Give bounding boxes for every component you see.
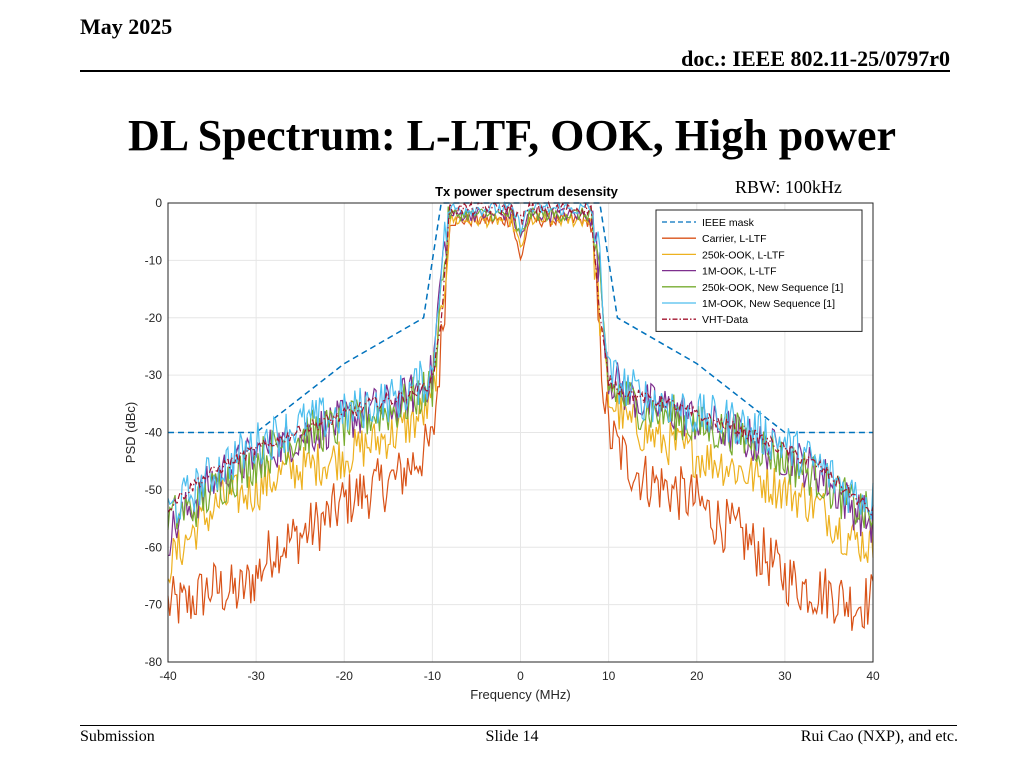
x-tick-label: -30 [247, 669, 265, 683]
y-tick-label: -50 [145, 483, 163, 497]
footer-author: Rui Cao (NXP), and etc. [800, 728, 958, 745]
series-line-0 [168, 202, 873, 434]
legend-label: VHT-Data [702, 314, 748, 326]
series-line-1 [167, 212, 874, 631]
y-tick-label: -30 [145, 368, 163, 382]
x-tick-label: 20 [690, 669, 704, 683]
slide-title: DL Spectrum: L-LTF, OOK, High power [127, 111, 897, 160]
y-tick-label: -20 [145, 311, 163, 325]
x-tick-label: 0 [517, 669, 524, 683]
header-date: May 2025 [80, 14, 173, 39]
series-line-6 [167, 200, 874, 516]
legend-label: 250k-OOK, L-LTF [702, 249, 785, 261]
plot-frame [167, 202, 874, 663]
legend-label: Carrier, L-LTF [702, 233, 767, 245]
y-axis-label: PSD (dBc) [123, 402, 138, 463]
legend-label: 250k-OOK, New Sequence [1] [702, 282, 843, 294]
footer-divider [80, 725, 957, 726]
rbw-annotation: RBW: 100kHz [735, 177, 842, 197]
legend-label: 1M-OOK, L-LTF [702, 266, 776, 278]
x-tick-label: -40 [159, 669, 177, 683]
series-line-5 [167, 200, 874, 524]
y-tick-label: -40 [145, 426, 163, 440]
y-tick-label: -70 [145, 598, 163, 612]
legend-label: 1M-OOK, New Sequence [1] [702, 298, 835, 310]
x-tick-label: 10 [602, 669, 616, 683]
y-tick-label: -60 [145, 540, 163, 554]
y-tick-label: 0 [155, 196, 162, 210]
header-doc-id: doc.: IEEE 802.11-25/0797r0 [681, 46, 950, 71]
x-tick-label: 40 [866, 669, 880, 683]
x-tick-label: -20 [336, 669, 354, 683]
y-tick-label: -10 [145, 253, 163, 267]
y-tick-label: -80 [145, 655, 163, 669]
footer-submission: Submission [80, 728, 155, 745]
footer-slide-number: Slide 14 [485, 728, 539, 745]
legend-label: IEEE mask [702, 217, 755, 229]
psd-chart: -40 -30 -20 -10 0 10 20 30 40 0 -10 -20 -30 -40 -50 -60… [123, 184, 880, 702]
header-divider [80, 70, 950, 72]
x-tick-label: -10 [424, 669, 442, 683]
x-axis-label: Frequency (MHz) [470, 687, 570, 702]
chart-title: Tx power spectrum desensity [435, 184, 619, 199]
x-tick-label: 30 [778, 669, 792, 683]
